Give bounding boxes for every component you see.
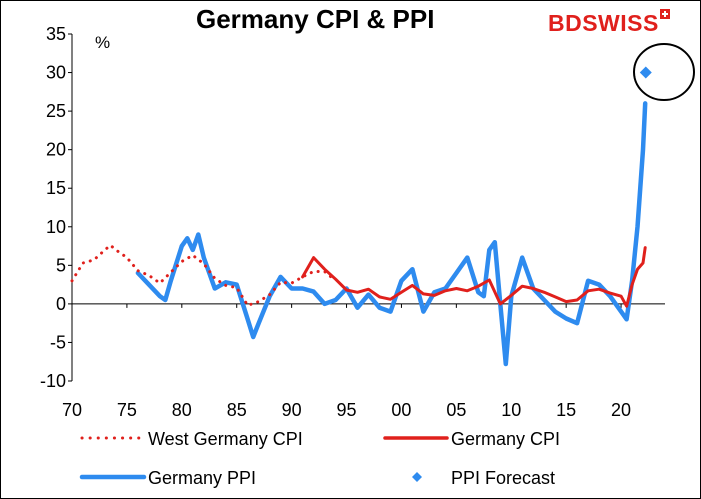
y-axis-tick-labels: 35 30 25 20 15 10 5 0 -5 -10 [40, 24, 66, 391]
legend-label-germany-ppi: Germany PPI [148, 468, 256, 488]
y-tick-label: 25 [46, 101, 66, 121]
ppi-forecast-marker [639, 66, 652, 79]
legend-label-ppi-forecast: PPI Forecast [451, 468, 555, 488]
forecast-annotation-circle [633, 43, 695, 101]
legend: West Germany CPI Germany CPI Germany PPI PP… [79, 429, 560, 488]
y-tick-label: 0 [56, 294, 66, 314]
x-tick-label: 95 [337, 400, 357, 420]
brand-mark-icon [659, 9, 670, 19]
x-tick-label: 20 [611, 400, 631, 420]
legend-label-germany-cpi: Germany CPI [451, 429, 560, 449]
brand-logo: BDSWISS [548, 9, 670, 37]
west-germany-cpi-line [70, 243, 338, 307]
y-tick-label: 15 [46, 178, 66, 198]
x-tick-label: 80 [172, 400, 192, 420]
x-tick-label: 10 [501, 400, 521, 420]
y-tick-label: 35 [46, 24, 66, 44]
y-tick-label: 5 [56, 255, 66, 275]
x-tick-label: 00 [391, 400, 411, 420]
germany-ppi-line [135, 101, 648, 367]
axes [68, 33, 665, 382]
x-tick-label: 05 [446, 400, 466, 420]
chart-title: Germany CPI & PPI [196, 4, 435, 34]
x-tick-label: 75 [117, 400, 137, 420]
legend-swatch-ppi-forecast [412, 472, 422, 482]
x-axis-tick-labels: 70 75 80 85 90 95 00 05 10 15 20 [62, 400, 631, 420]
brand-logo-text: BDSWISS [548, 10, 659, 36]
y-tick-label: 30 [46, 63, 66, 83]
legend-label-west-germany-cpi: West Germany CPI [148, 429, 303, 449]
y-tick-label: 10 [46, 217, 66, 237]
y-tick-label: -10 [40, 371, 66, 391]
x-tick-label: 70 [62, 400, 82, 420]
x-tick-label: 90 [282, 400, 302, 420]
y-tick-label: -5 [50, 332, 66, 352]
y-axis-unit-label: % [95, 33, 110, 52]
series-layer [70, 66, 652, 367]
x-tick-label: 85 [227, 400, 247, 420]
germany-cpi-line [301, 246, 647, 308]
y-tick-label: 20 [46, 140, 66, 160]
x-tick-label: 15 [556, 400, 576, 420]
